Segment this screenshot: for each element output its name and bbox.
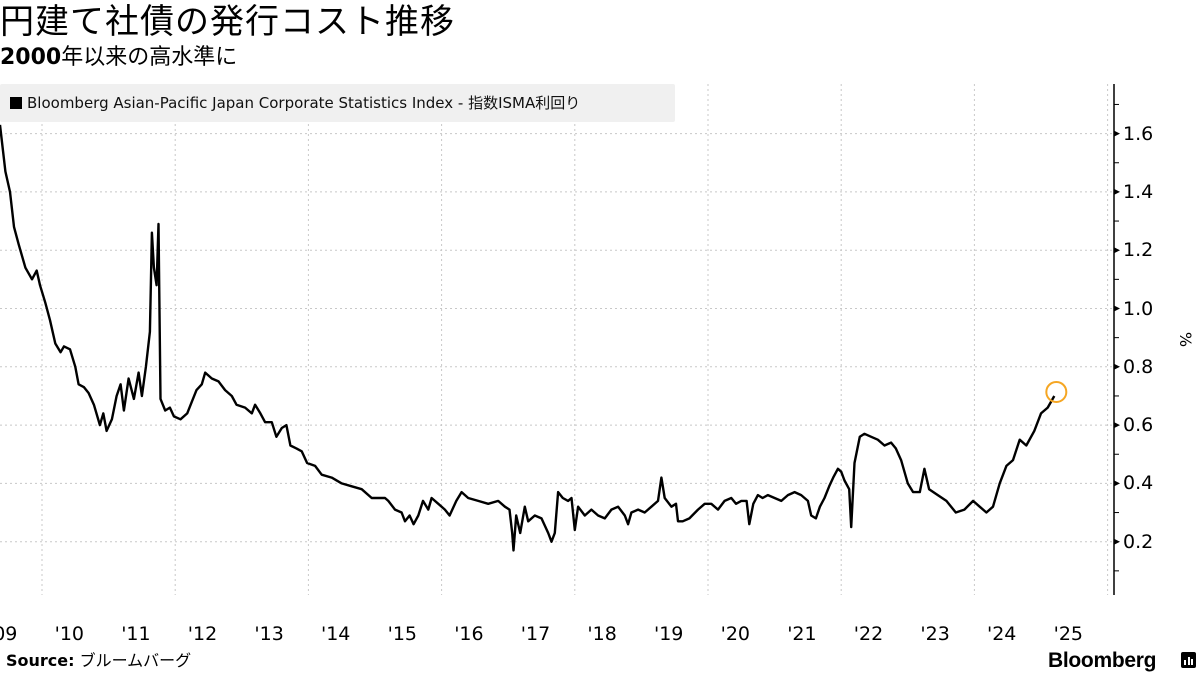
legend: Bloomberg Asian-Pacific Japan Corporate … bbox=[0, 84, 675, 122]
legend-label: Bloomberg Asian-Pacific Japan Corporate … bbox=[27, 94, 581, 112]
x-tick-label: '21 bbox=[787, 623, 817, 645]
chart-subtitle: 2000年以来の高水準に bbox=[0, 44, 237, 72]
subtitle-text: 年以来の高水準に bbox=[61, 45, 238, 70]
x-tick-label: '12 bbox=[187, 623, 218, 645]
x-tick-label: '20 bbox=[720, 623, 750, 645]
y-tick-label: 1.6 bbox=[1123, 122, 1154, 145]
x-tick-label: '23 bbox=[920, 623, 950, 645]
y-tick-label: 1.0 bbox=[1123, 297, 1154, 320]
bloomberg-chart-icon bbox=[1181, 652, 1196, 668]
x-tick-label: '19 bbox=[653, 623, 684, 645]
x-tick-label: '15 bbox=[387, 623, 417, 645]
x-tick-label: '09 bbox=[0, 623, 18, 645]
x-tick-label: '11 bbox=[121, 623, 151, 645]
source-note: Source: ブルームバーグ bbox=[6, 650, 191, 672]
x-tick-label: '16 bbox=[454, 623, 484, 645]
source-label: Source: bbox=[6, 651, 75, 670]
x-tick-label: '10 bbox=[54, 623, 84, 645]
x-tick-label: '14 bbox=[320, 623, 351, 645]
x-tick-label: '17 bbox=[520, 623, 551, 645]
source-value: ブルームバーグ bbox=[79, 651, 192, 670]
x-tick-label: '13 bbox=[254, 623, 284, 645]
chart-title: 円建て社債の発行コスト推移 bbox=[0, 2, 455, 42]
x-tick-label: '24 bbox=[986, 623, 1017, 645]
y-tick-label: 0.6 bbox=[1123, 414, 1154, 437]
y-tick-label: 0.2 bbox=[1123, 530, 1154, 553]
y-axis-unit: % bbox=[1176, 331, 1196, 348]
x-tick-label: '25 bbox=[1053, 623, 1083, 645]
bloomberg-logo: Bloomberg bbox=[1048, 649, 1157, 672]
y-tick-label: 1.4 bbox=[1123, 180, 1154, 203]
x-tick-label: '22 bbox=[853, 623, 884, 645]
subtitle-number: 2000 bbox=[0, 45, 62, 70]
series-line bbox=[0, 124, 1056, 552]
x-tick-label: '18 bbox=[587, 623, 617, 645]
y-axis bbox=[1113, 84, 1120, 595]
latest-value-highlight-icon bbox=[1045, 380, 1068, 403]
legend-swatch-icon bbox=[10, 97, 22, 109]
y-tick-label: 0.8 bbox=[1123, 355, 1154, 378]
gridlines bbox=[0, 84, 1112, 595]
y-tick-label: 1.2 bbox=[1123, 239, 1154, 262]
y-tick-label: 0.4 bbox=[1123, 472, 1154, 495]
